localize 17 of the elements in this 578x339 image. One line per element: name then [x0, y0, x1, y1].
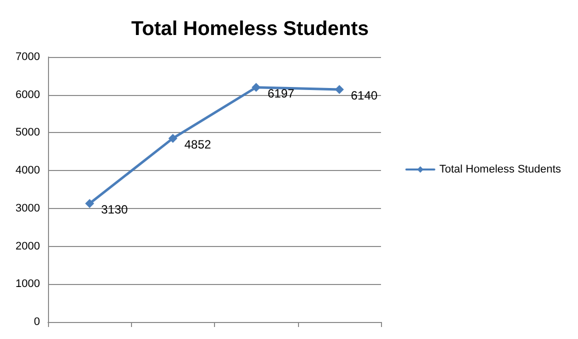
data-label: 3130 — [101, 202, 128, 217]
y-tick-label: 7000 — [16, 51, 40, 63]
y-tick-label: 6000 — [16, 88, 40, 101]
y-tick-label: 4000 — [16, 164, 40, 177]
y-tick-label: 5000 — [16, 126, 40, 139]
point — [168, 134, 178, 143]
point — [252, 82, 261, 92]
data-label: 6140 — [350, 88, 378, 103]
legend-label: Total Homeless Students — [439, 164, 562, 176]
point — [85, 199, 94, 208]
data-label: 4852 — [184, 137, 212, 152]
y-tick-label: 3000 — [16, 202, 40, 214]
chart-title: Total Homeless Students — [131, 18, 369, 40]
y-tick-label: 1000 — [16, 278, 40, 290]
y-tick-label: 0 — [34, 316, 40, 328]
y-tick-label: 2000 — [16, 240, 40, 252]
data-label: 6197 — [268, 86, 295, 100]
